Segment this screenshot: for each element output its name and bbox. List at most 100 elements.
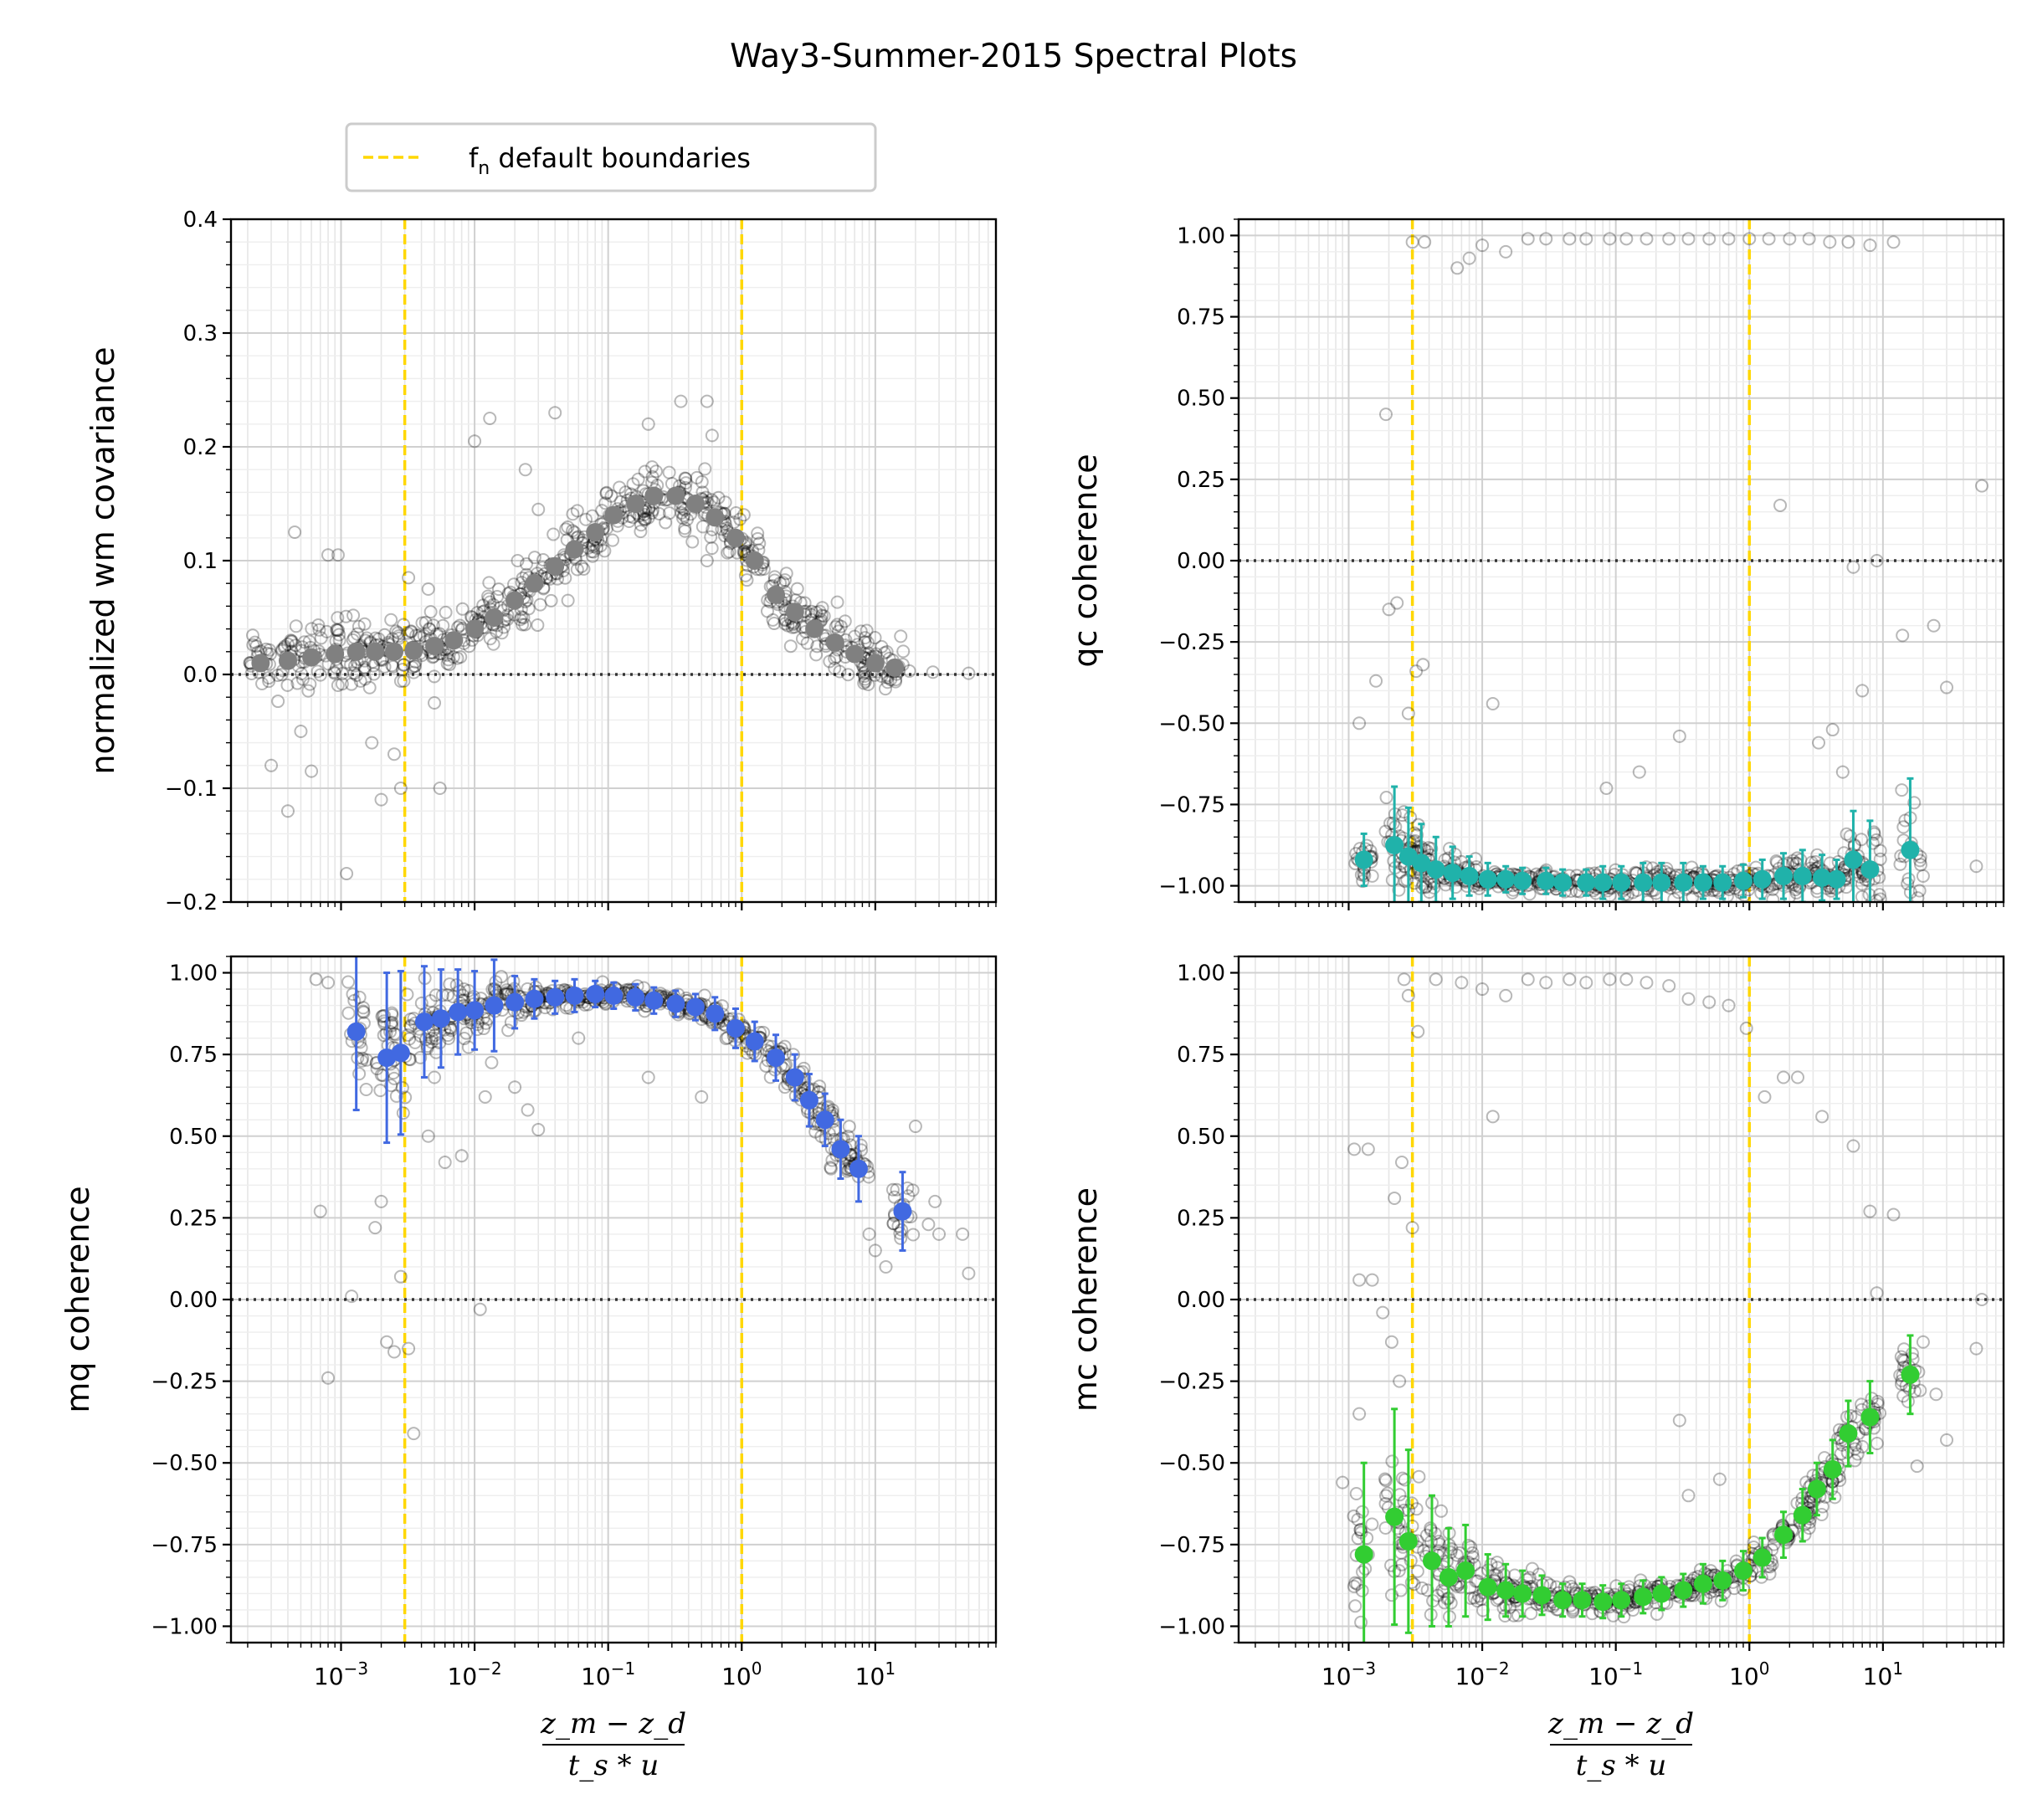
raw-point [1455,854,1469,869]
raw-point [777,613,792,628]
raw-point [386,659,400,674]
raw-point [470,606,485,620]
raw-point [450,651,464,665]
y-axis: −1.00 −0.75 −0.50 −0.25 0.00 0.25 0.50 0.75 1.00… [59,956,231,1643]
raw-point [858,635,872,649]
raw-point [245,628,259,643]
raw-point [1681,232,1696,246]
raw-point [341,975,356,989]
raw-point [828,661,842,675]
raw-point [1766,882,1780,896]
binned-point [1693,1574,1712,1593]
y-tick-label: 0.75 [1177,305,1225,331]
raw-point [248,635,262,649]
y-tick-label: 0.50 [169,1125,218,1150]
raw-point [270,668,285,682]
raw-point [1448,848,1462,862]
legend: fn default boundaries [345,122,877,192]
raw-point [1475,982,1490,997]
x-tick-label: 100 [721,1659,762,1690]
raw-point [516,618,530,632]
raw-point [393,1269,408,1284]
raw-point [1415,1581,1429,1595]
raw-point [295,672,310,686]
raw-point [1490,1568,1504,1582]
raw-point [1397,805,1411,819]
binned-point [302,648,321,667]
raw-point [1905,1346,1919,1361]
raw-point [357,1005,371,1019]
raw-point [1420,1583,1434,1597]
raw-point [1424,1521,1438,1535]
raw-point [1786,856,1800,870]
raw-point [439,605,453,619]
binned-point [1398,1531,1418,1551]
y-tick-label: 1.00 [1177,223,1225,249]
raw-point [402,571,416,585]
raw-point [645,469,659,484]
raw-point [1846,1139,1860,1153]
raw-point [358,633,372,648]
raw-point [508,1080,522,1095]
raw-point [1429,972,1443,987]
raw-point [321,1371,336,1385]
raw-point [1566,1603,1580,1617]
raw-point [389,624,403,638]
raw-point [454,1149,469,1163]
raw-point [1863,238,1877,253]
raw-point [1412,840,1426,854]
raw-point [868,1243,882,1258]
binned-point [644,991,664,1010]
raw-point [1522,1571,1537,1585]
binned-point [546,987,565,1007]
raw-point [1873,892,1887,902]
raw-point [777,1039,792,1054]
raw-point [1886,1207,1901,1222]
binned-point [326,644,345,664]
raw-point [814,1130,829,1144]
raw-point [813,604,827,618]
raw-point [720,521,734,536]
raw-point [401,626,415,640]
raw-point [1438,853,1452,867]
raw-point [1404,1496,1419,1510]
binned-point [251,654,270,673]
raw-point [468,434,482,449]
raw-point [1440,1592,1455,1606]
raw-point [1844,1409,1858,1423]
raw-point [766,613,780,627]
raw-point [289,638,303,653]
raw-point [1747,1540,1761,1554]
raw-points [1348,232,1989,902]
x-axis [247,902,997,910]
raw-point [408,659,423,673]
raw-point [1901,877,1915,891]
raw-point [1404,1575,1419,1589]
raw-point [738,568,752,582]
raw-point [1865,836,1880,850]
raw-point [1834,1447,1848,1461]
binned-point [745,1032,764,1051]
y-tick-label: −0.50 [1158,1451,1225,1476]
raw-point [1632,765,1646,779]
raw-point [1472,881,1486,895]
raw-point [1841,235,1855,249]
binned-point [1752,869,1772,889]
raw-point [652,506,666,520]
raw-point [1804,855,1819,869]
raw-point [962,666,976,680]
raw-point [825,1153,839,1167]
raw-point [1563,1575,1577,1589]
raw-point [776,576,790,590]
binned-point [1713,1571,1732,1590]
raw-point [1462,251,1476,265]
raw-point [1563,232,1577,246]
raw-point [1886,235,1901,249]
raw-point [767,570,782,584]
raw-point [1388,1191,1402,1205]
raw-point [1543,1578,1557,1592]
raw-point [441,653,455,667]
raw-point [415,616,429,630]
raw-point [577,997,592,1012]
